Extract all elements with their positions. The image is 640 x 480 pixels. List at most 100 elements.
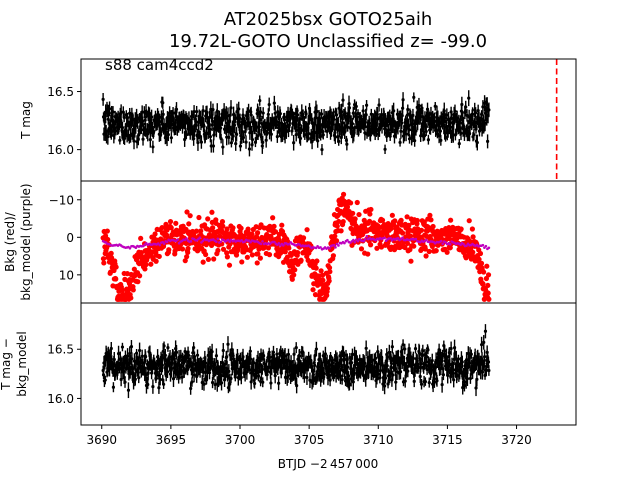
data-point	[283, 354, 287, 358]
background-point	[421, 219, 427, 225]
data-point	[249, 113, 253, 117]
data-point	[472, 133, 476, 137]
bkg-model-point	[365, 235, 369, 238]
data-point	[248, 349, 252, 353]
data-point	[487, 108, 491, 112]
data-point	[174, 125, 178, 129]
background-point	[184, 254, 190, 260]
background-point	[304, 227, 310, 233]
data-point	[152, 129, 156, 134]
data-point	[425, 107, 430, 111]
background-point	[108, 250, 114, 256]
data-point	[107, 107, 112, 111]
background-point	[327, 269, 333, 275]
background-point	[430, 223, 436, 230]
data-point	[457, 142, 461, 146]
data-point	[289, 360, 293, 364]
panel-top-lightcurve: 16.0 16.5 s88 cam4ccd2 T mag	[19, 56, 577, 182]
data-point	[320, 148, 324, 152]
data-point	[163, 353, 167, 357]
background-point	[408, 233, 414, 239]
background-point	[142, 266, 148, 272]
data-point	[346, 125, 350, 129]
data-point	[226, 342, 230, 346]
data-point	[386, 355, 390, 359]
background-point	[179, 246, 186, 252]
bkg-model-point	[462, 242, 465, 246]
data-point	[443, 349, 447, 353]
data-point	[435, 379, 439, 383]
chart-title-line-2: 19.72L-GOTO Unclassified z= -99.0	[168, 31, 488, 52]
data-point	[394, 380, 398, 384]
background-point	[239, 259, 245, 265]
data-point	[227, 135, 231, 139]
data-point	[338, 374, 343, 378]
bkg-model-point	[226, 238, 230, 242]
data-point	[425, 367, 429, 372]
background-point	[167, 218, 174, 225]
data-point	[486, 139, 490, 143]
background-point	[100, 256, 107, 262]
data-point	[180, 375, 184, 379]
data-point	[411, 113, 415, 117]
background-point	[131, 266, 137, 272]
data-point	[448, 121, 452, 125]
data-point	[348, 355, 352, 360]
data-point	[250, 137, 255, 142]
bkg-model-point	[185, 237, 188, 240]
bkg-model-point	[441, 242, 445, 246]
background-point	[205, 256, 212, 263]
data-point	[195, 109, 199, 114]
data-point	[219, 126, 223, 130]
background-point	[334, 223, 340, 229]
background-point	[336, 218, 342, 225]
data-point	[364, 103, 369, 107]
background-point	[291, 272, 297, 278]
data-point	[474, 386, 478, 390]
bkg-model-point	[259, 242, 263, 246]
background-point	[485, 290, 491, 296]
data-point	[260, 121, 264, 126]
background-point	[423, 253, 429, 259]
data-point	[475, 377, 479, 381]
data-point	[364, 113, 368, 117]
bkg-model-point	[282, 244, 285, 247]
background-point	[267, 223, 273, 229]
data-point	[129, 345, 134, 349]
background-point	[226, 262, 233, 268]
data-point	[354, 104, 358, 109]
data-point	[262, 354, 266, 358]
background-point	[326, 278, 332, 284]
background-point	[332, 233, 338, 239]
bkg-model-point	[356, 239, 360, 243]
background-point	[352, 216, 358, 222]
data-point	[211, 107, 215, 112]
background-point	[143, 262, 149, 268]
data-point	[427, 380, 431, 385]
bkg-model-point	[198, 236, 202, 240]
background-point	[312, 292, 319, 298]
bkg-model-point	[401, 236, 404, 240]
data-point	[128, 351, 132, 356]
data-point	[340, 110, 344, 114]
data-point	[189, 386, 193, 391]
ytick-label: 16.0	[47, 392, 74, 406]
background-point	[265, 245, 272, 251]
data-point	[349, 361, 354, 365]
data-point	[273, 111, 277, 115]
bkg-model-point	[414, 237, 418, 241]
data-point	[192, 137, 196, 141]
data-point	[323, 352, 328, 356]
background-point	[365, 251, 371, 257]
data-point	[340, 121, 345, 125]
background-point	[414, 217, 420, 224]
data-point	[361, 374, 366, 378]
data-point	[439, 138, 443, 142]
data-point	[456, 357, 461, 361]
bkg-model-point	[158, 243, 162, 247]
background-point	[411, 243, 417, 249]
data-point	[419, 362, 423, 366]
background-point	[113, 264, 119, 270]
data-point	[158, 119, 162, 124]
data-point	[421, 349, 425, 353]
